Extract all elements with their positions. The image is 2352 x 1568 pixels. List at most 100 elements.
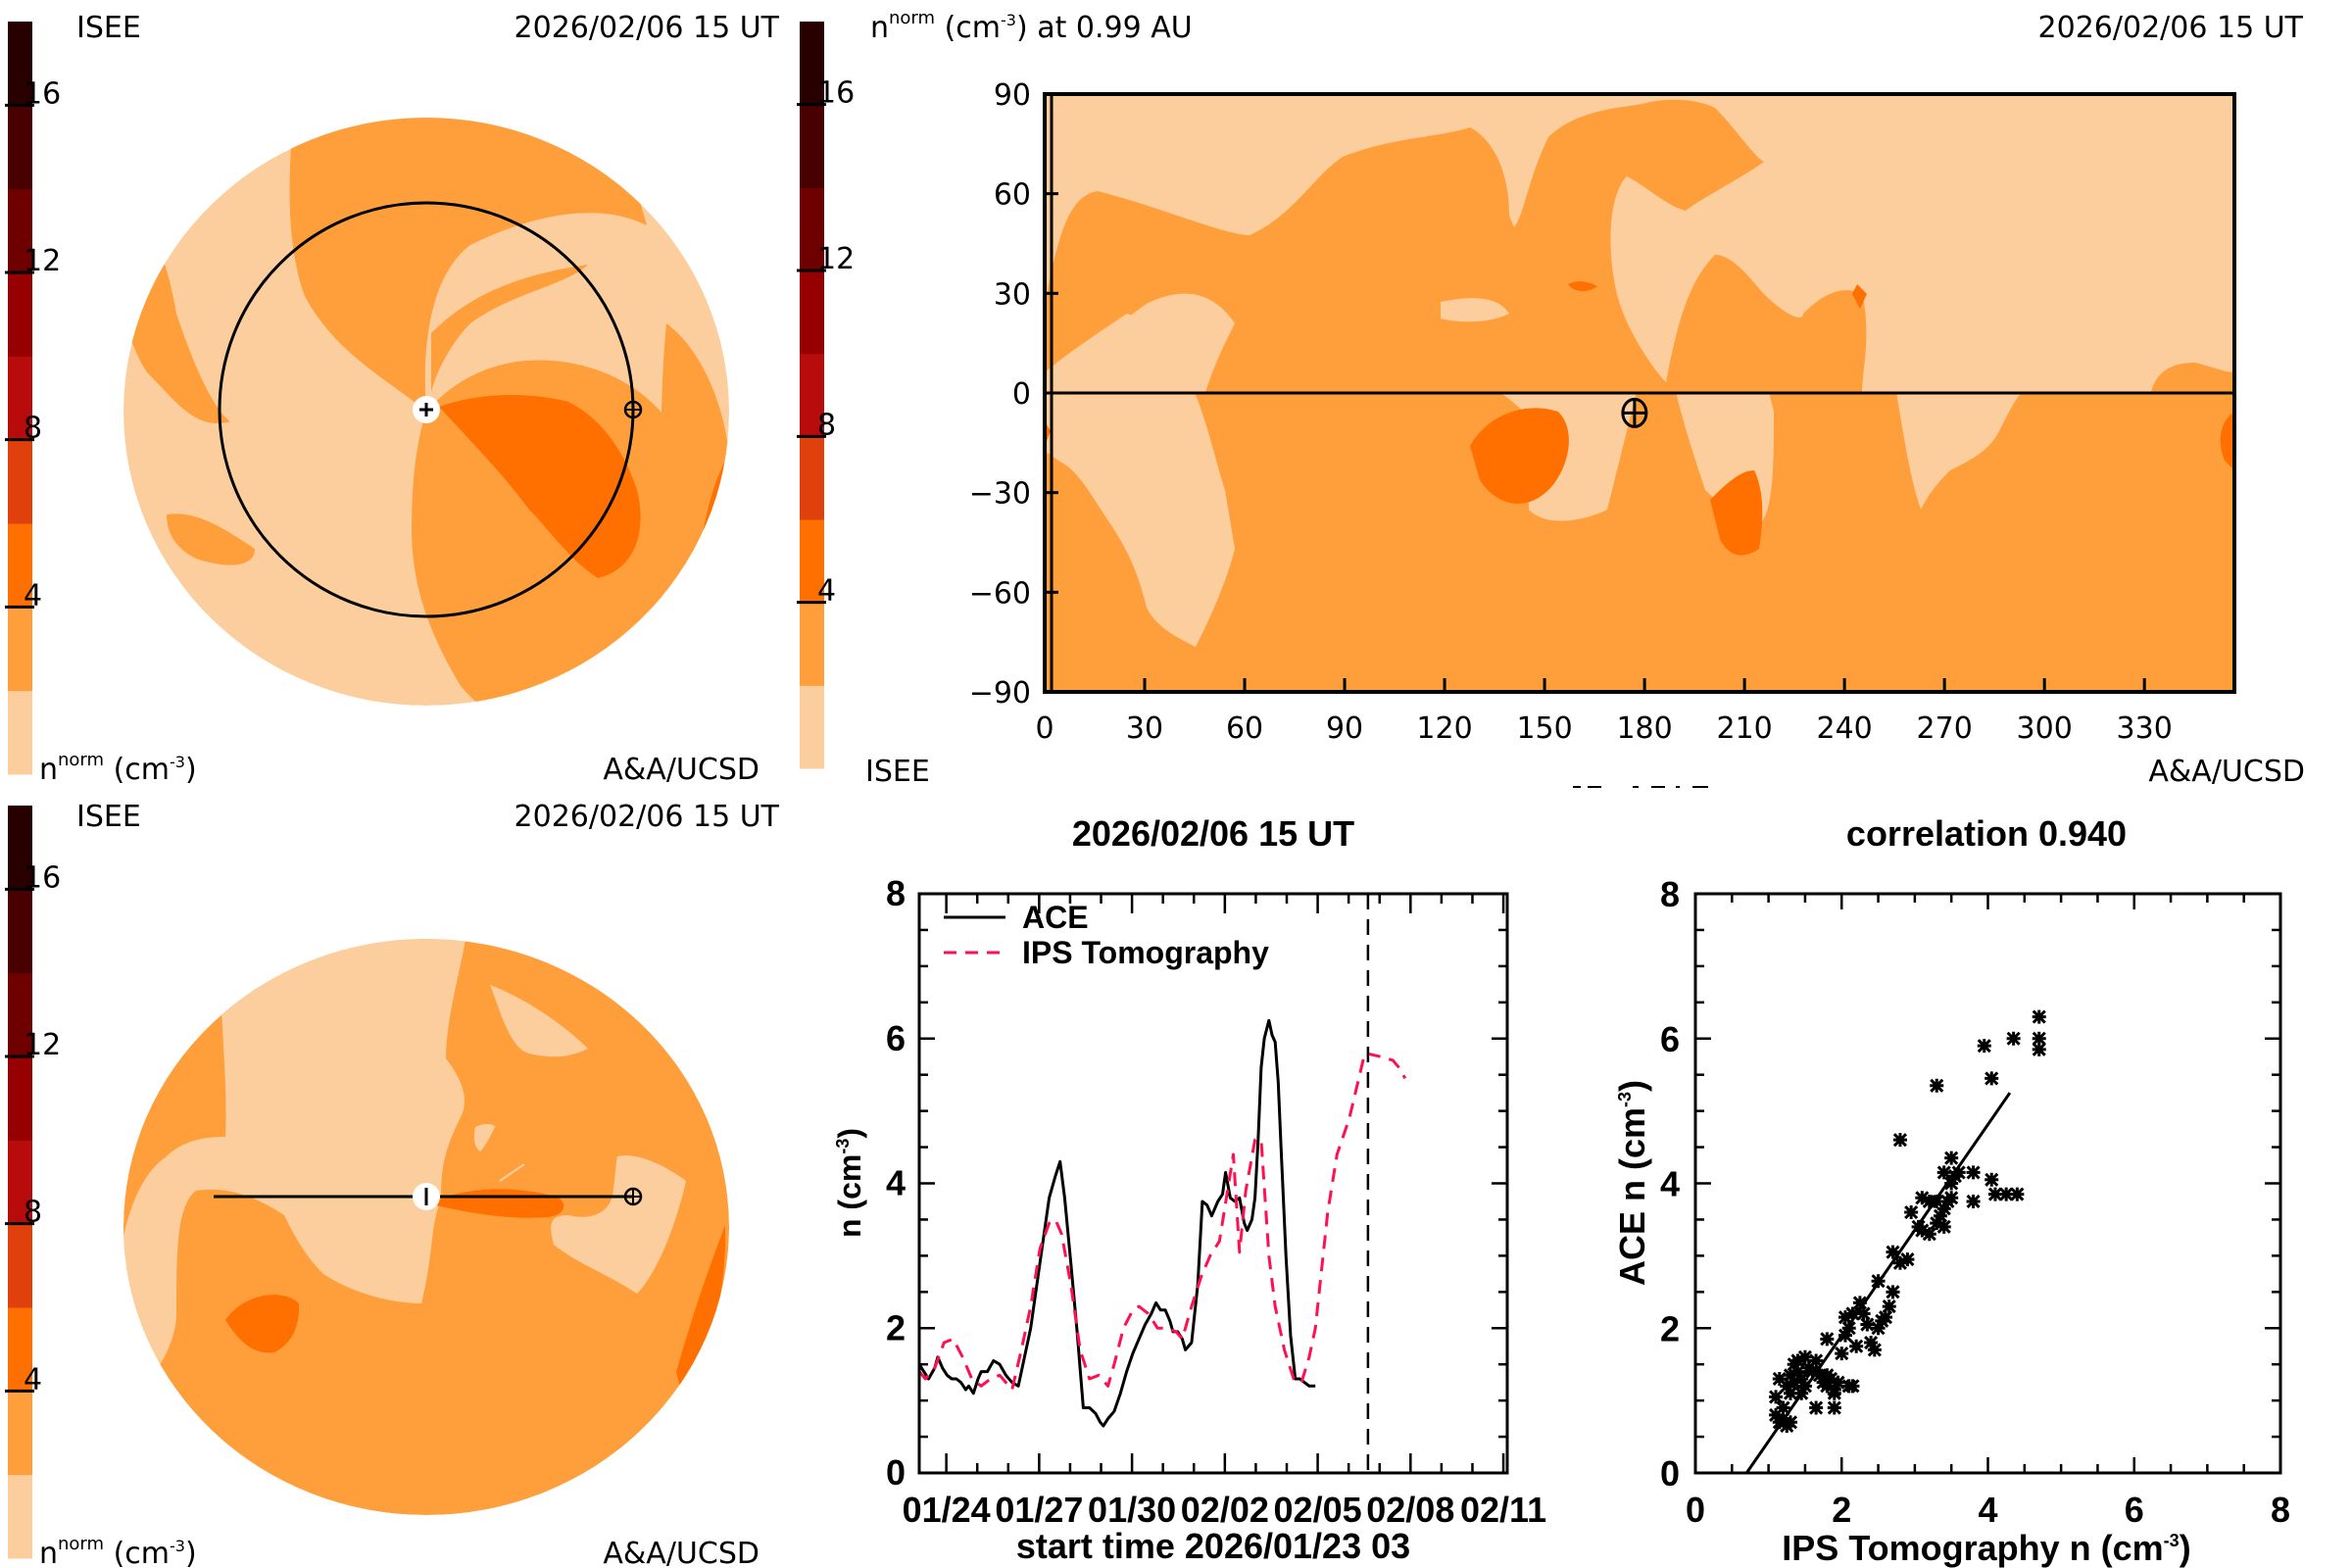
colorbar-tick-label: 8 [817,408,836,442]
colorbar-tick-label: 4 [24,578,42,612]
panel-bottom-left-meridional-view: ISEE 2026/02/06 15 UT nnorm (cm-3) A&A/U… [39,800,780,1568]
colorbar-band [800,685,824,769]
colorbar-band [8,523,32,608]
x-tick-label: 90 [1326,711,1363,746]
svg-text:ACE n (cm-3): ACE n (cm-3) [1612,1080,1652,1286]
colorbar-band [800,602,824,686]
y-tick-label: 0 [886,1452,906,1493]
y-axis-title: ACE n (cm-3) [1612,1080,1652,1286]
scatter-point [1867,1343,1882,1357]
scatter-point [1838,1310,1853,1325]
scatter-point [1951,1165,1966,1180]
axes: 0 2 4 6 8 01/24 01/27 01/30 02/02 02/05 02/08 02/11 [886,873,1546,1530]
x-tick-label: 330 [2117,711,2173,746]
x-tick-label: 30 [1126,711,1163,746]
y-tick-label: −30 [969,477,1031,512]
scatter-point [1936,1201,1951,1216]
svg-text:nnorm (cm-3): nnorm (cm-3) [39,750,197,787]
colorbar-tick-label: 12 [817,242,855,276]
colorbar-band [800,519,824,604]
colorbar-tick-label: 4 [24,1362,42,1396]
legend: ACE IPS Tomography [944,900,1269,970]
scatter-point [1780,1379,1794,1394]
scatter-point [1787,1375,1801,1390]
scatter-point [1769,1390,1784,1404]
density-disk-meridional [123,939,729,1515]
colorbar-tick-label: 12 [24,1028,61,1062]
org-label: ISEE [76,800,141,834]
colorbar-band [8,439,32,524]
scatter-point [2032,1042,2046,1056]
scatter-point [1820,1332,1835,1347]
scatter-point [1805,1364,1820,1379]
x-tick-label: 150 [1516,711,1572,746]
scatter-point [1936,1219,1951,1234]
y-tick-label: 0 [1012,377,1031,412]
scatter-point [1984,1172,1999,1187]
chart-title: 2026/02/06 15 UT [1072,813,1354,854]
plot-frame [917,892,1509,1475]
scatter-point [1864,1335,1879,1350]
scatter-point [1882,1299,1896,1314]
y-tick-label: 0 [1660,1453,1680,1494]
svg-text:nnorm (cm-3) at 0.99 AU: nnorm (cm-3) at 0.99 AU [870,8,1193,45]
x-tick-label: 4 [1978,1490,1997,1530]
svg-text:IPS Tomography n (cm-3): IPS Tomography n (cm-3) [1782,1528,2190,1568]
colorbar-band [8,972,32,1057]
scatter-point [1849,1339,1864,1353]
scatter-point [1944,1191,1959,1205]
scatter-point [1915,1191,1930,1205]
x-tick-label: 8 [2271,1490,2290,1530]
scatter-point [1820,1368,1835,1383]
x-tick-label: 02/05 [1274,1490,1362,1530]
colorbar-band [8,1140,32,1225]
unit-label: nnorm (cm-3) [39,1534,197,1568]
scatter-point [1900,1252,1915,1267]
colorbar-bottom-left: 4 8 12 16 [5,806,61,1559]
colorbar-tick-label: 16 [817,76,855,111]
x-tick-label: 0 [1686,1490,1705,1530]
map-y-axis: 90 60 30 0 −30 −60 −90 [969,78,1058,710]
colorbar-tick-label: 16 [24,76,61,111]
map-title: nnorm (cm-3) at 0.99 AU [870,8,1193,45]
colorbar-band [8,889,32,974]
y-tick-label: 90 [994,78,1031,113]
x-tick-label: 120 [1416,711,1472,746]
scatter-point [2032,1009,2046,1024]
colorbar-tick-label: 16 [24,860,61,895]
sun-cross-icon [419,403,433,416]
scatter-point [1904,1204,1919,1220]
colorbar-top-left: 4 8 12 16 [5,22,61,775]
scatter-point [2032,1031,2046,1046]
scatter-point [1915,1223,1930,1238]
scatter-point [1790,1353,1805,1368]
colorbar-tick-label: 12 [24,244,61,278]
scatter-point [1987,1187,2003,1201]
scatter-point [1922,1194,1936,1209]
svg-text:nnorm (cm-3): nnorm (cm-3) [39,1534,197,1568]
colorbar-band [8,22,32,106]
scatter-point [1886,1285,1900,1299]
y-tick-label: −60 [969,576,1031,611]
scatter-point [1783,1368,1798,1383]
colorbar-band [8,356,32,441]
x-tick-label: 01/30 [1088,1490,1176,1530]
timestamp: 2026/02/06 15 UT [2038,11,2304,45]
legend-label-ips: IPS Tomography [1022,935,1269,970]
timestamp: 2026/02/06 15 UT [514,11,780,45]
org-label: ISEE [865,755,930,789]
scatter-point [1841,1321,1856,1336]
scatter-point [1933,1208,1948,1223]
colorbar-band [8,1056,32,1141]
colorbar-band [8,272,32,357]
colorbar-band [8,690,32,775]
colorbar-band [800,353,824,437]
y-tick-label: 2 [1660,1308,1680,1348]
scatter-point [1977,1039,1991,1054]
colorbar-tick-label: 4 [817,574,836,609]
scatter-point [1845,1306,1860,1321]
x-axis-title: IPS Tomography n (cm-3) [1782,1528,2190,1568]
credit-label: A&A/UCSD [2148,755,2305,789]
y-tick-label: 4 [886,1163,906,1203]
